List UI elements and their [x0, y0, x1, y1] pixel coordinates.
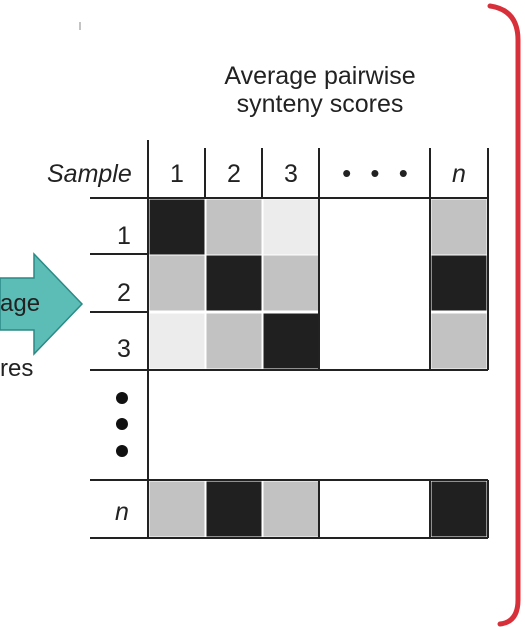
row-label-n: n: [115, 498, 129, 526]
matrix-cell-r3-c4: [430, 312, 488, 370]
matrix-cell-r1-c2: [205, 198, 263, 256]
column-label-1: 1: [170, 160, 184, 188]
matrix-lines: [90, 197, 489, 539]
row-label-2: 2: [117, 279, 131, 307]
matrix-cell-r1-c3: [262, 198, 320, 256]
matrix-cell-r3-c3: [262, 312, 320, 370]
row-label-1: 1: [117, 222, 131, 250]
column-label-3: 3: [284, 160, 298, 188]
arrow-label: age: [0, 290, 41, 317]
matrix-cell-r4-c2: [205, 480, 263, 538]
matrix-cell-r4-c1: [148, 480, 206, 538]
arrow-shape: [0, 252, 84, 356]
figure-title-line-2: synteny scores: [236, 90, 404, 118]
cells-layer: [148, 198, 488, 538]
row-label-3: 3: [117, 335, 131, 363]
ellipsis-column-gap: [320, 198, 428, 538]
matrix-cell-r2-c2: [205, 254, 263, 312]
matrix-cell-r4-c3: [262, 480, 320, 538]
panel-frame: [487, 3, 521, 627]
matrix-cell-r2-c1: [148, 254, 206, 312]
matrix-cell-r1-c4: [430, 198, 488, 256]
column-ellipsis: • • •: [342, 158, 414, 188]
sample-axis-label: Sample: [47, 160, 132, 188]
column-label-2: 2: [227, 160, 241, 188]
matrix-cell-r3-c1: [148, 312, 206, 370]
matrix-cell-r2-c4: [430, 254, 488, 312]
row-ellipsis-dots: [116, 392, 128, 457]
column-header-lines: [147, 140, 489, 198]
figure-title: Average pairwise synteny scores: [175, 62, 465, 118]
figure-title-line-1: Average pairwise: [224, 62, 416, 90]
matrix-cell-r3-c2: [205, 312, 263, 370]
matrix-cell-r2-c3: [262, 254, 320, 312]
matrix-cell-r1-c1: [148, 198, 206, 256]
ellipsis-row-gap: [148, 370, 488, 480]
side-caption-fragment: res: [0, 355, 34, 382]
column-label-n: n: [452, 160, 466, 188]
matrix-cell-r4-c4: [430, 480, 488, 538]
